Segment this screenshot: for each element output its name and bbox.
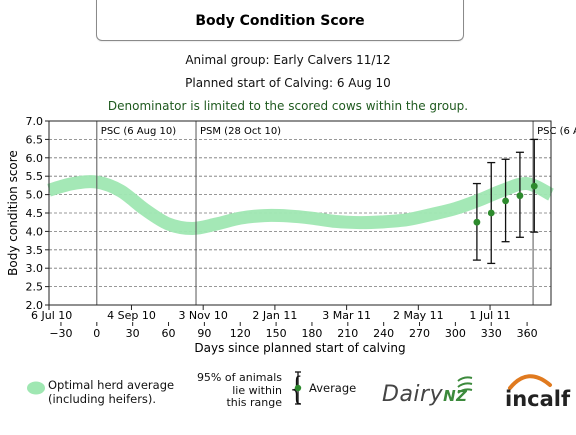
animal-group-text: Animal group: Early Calvers 11/12 (185, 53, 391, 67)
incalf-arc (508, 374, 552, 390)
optimal-band-series (47, 175, 555, 235)
axes: 2.0 2.5 3.0 3.5 4.0 4.5 5.0 5.5 6.0 6.5 7.0 6 Jul 1… (26, 115, 538, 340)
day-tick-label: 150 (266, 327, 287, 340)
y-tick-label: 5.0 (26, 189, 44, 202)
date-tick-label: 6 Jul 10 (31, 309, 72, 322)
legend-graphics: { (27, 371, 552, 407)
legend-band-swatch (27, 381, 45, 395)
y-tick-label: 6.5 (26, 133, 44, 146)
date-tick-label: 2 May 11 (393, 309, 444, 322)
day-tick-label: 30 (126, 327, 140, 340)
day-tick-label: 120 (230, 327, 251, 340)
dairynz-swoosh-2 (457, 382, 473, 388)
dairynz-logo-suffix: NZ (443, 387, 468, 405)
average-point (502, 197, 509, 205)
date-tick-label: 1 Jul 11 (469, 309, 510, 322)
day-tick-label: 330 (481, 327, 502, 340)
y-tick-label: 2.5 (26, 281, 44, 294)
optimal-band-path (47, 175, 555, 235)
denominator-note: Denominator is limited to the scored cow… (107, 99, 469, 113)
date-tick-label: 3 Mar 11 (322, 309, 371, 322)
y-tick-label: 6.0 (26, 152, 44, 165)
dairynz-logo: DairyNZ (382, 382, 468, 407)
day-tick-label: 90 (197, 327, 211, 340)
legend-average-label: Average (309, 381, 357, 395)
date-tick-label: 4 Sep 10 (107, 309, 156, 322)
event-marker-label: PSM (28 Oct 10) (200, 126, 281, 137)
dairynz-swoosh-1 (457, 376, 473, 382)
legend-band-label-1: Optimal herd average (48, 378, 175, 392)
y-tick-label: 4.5 (26, 207, 44, 220)
y-tick-label: 4.0 (26, 225, 44, 238)
average-point (516, 192, 524, 200)
event-marker-label: PSC (6 Aug 10) (101, 126, 176, 137)
event-markers: PSC (6 Aug 10) PSM (28 Oct 10) PSC (6 Aug … (96, 121, 576, 305)
planned-start-text: Planned start of Calving: 6 Aug 10 (185, 76, 391, 90)
day-tick-label: 210 (337, 327, 358, 340)
day-tick-label: 0 (93, 327, 100, 340)
y-tick-label: 7.0 (26, 115, 44, 128)
event-marker-label: PSC (6 Aug 11) (537, 126, 576, 137)
date-tick-label: 3 Nov 10 (178, 309, 227, 322)
date-tick-label: 2 Jan 11 (252, 309, 297, 322)
day-tick-label: −30 (49, 327, 72, 340)
y-axis-label: Body condition score (6, 150, 20, 276)
page-title: Body Condition Score (195, 13, 365, 29)
day-tick-label: 360 (517, 327, 538, 340)
average-point (487, 209, 495, 217)
y-tick-label: 3.0 (26, 262, 44, 275)
average-series (472, 138, 539, 265)
dairynz-swoosh-3 (457, 388, 473, 394)
day-tick-label: 240 (373, 327, 394, 340)
y-tick-label: 2.0 (26, 299, 44, 312)
day-tick-label: 180 (301, 327, 322, 340)
day-tick-label: 300 (445, 327, 466, 340)
title-box: Body Condition Score (96, 0, 464, 41)
legend-average-point (294, 384, 302, 392)
legend-range-label-3: this range (226, 396, 282, 409)
legend-range-label-2: lie within (232, 383, 282, 397)
day-tick-label: 60 (162, 327, 176, 340)
average-point (530, 182, 538, 190)
average-point (473, 218, 481, 226)
incalf-logo: incalf (505, 387, 571, 411)
legend-band-label-2: (including heifers). (48, 392, 157, 406)
y-tick-label: 3.5 (26, 244, 44, 257)
day-tick-label: 270 (409, 327, 430, 340)
legend-range-label-1: 95% of animals (196, 371, 282, 384)
x-axis-label: Days since planned start of calving (194, 341, 405, 355)
y-tick-label: 5.5 (26, 170, 44, 183)
dairynz-logo-main: Dairy (382, 382, 444, 407)
